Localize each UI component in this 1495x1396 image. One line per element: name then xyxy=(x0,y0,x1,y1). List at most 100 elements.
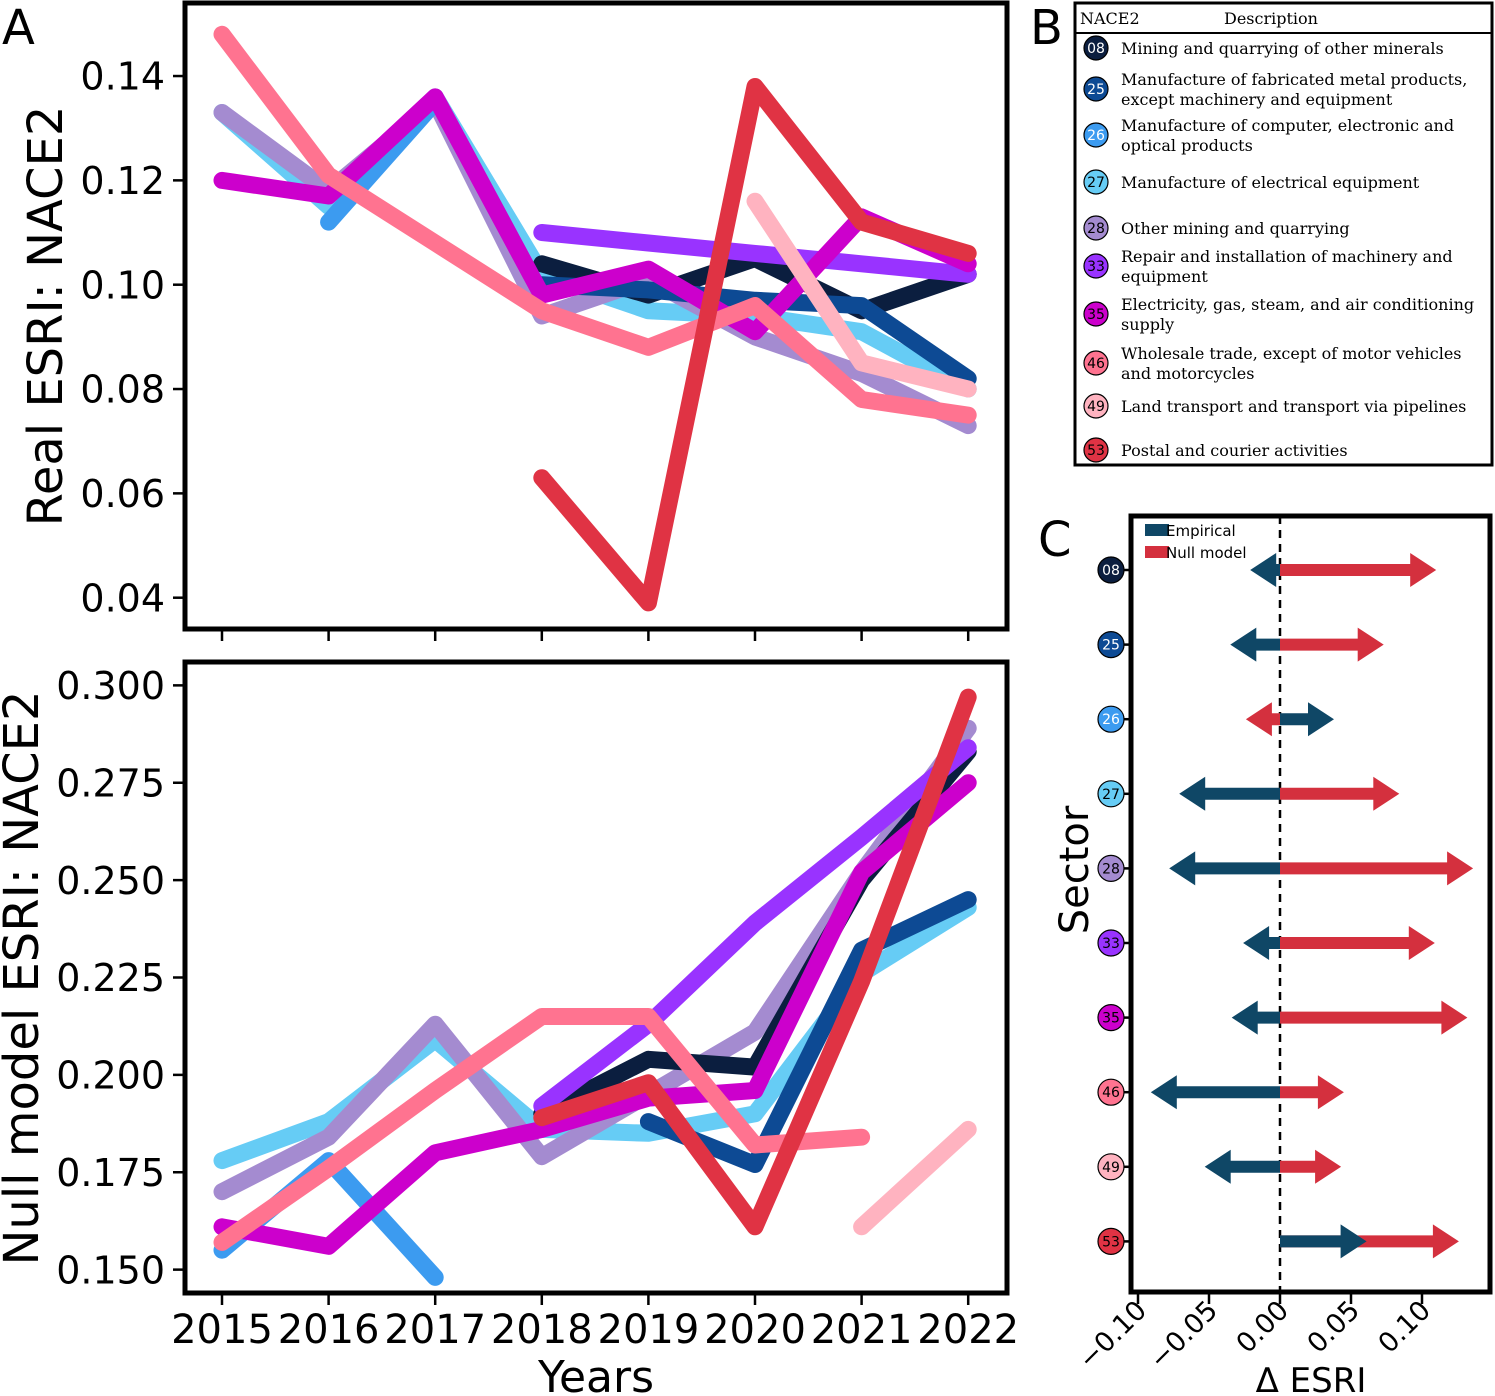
empirical-arrow-08 xyxy=(1250,553,1280,587)
panel-a2-x-label: Years xyxy=(537,1352,654,1396)
nace-code-badge xyxy=(1083,169,1109,195)
sector-badge xyxy=(1097,1078,1125,1106)
panel-a-real-esri: 0.04 0.06 0.08 0.10 0.12 0.14 Real ESRI: NACE… xyxy=(18,0,1010,641)
y-tick-label: 0.14 xyxy=(80,55,165,99)
sector-badge-label: 25 xyxy=(1102,638,1120,654)
panel-a-frame xyxy=(182,0,1010,632)
table-row: 08 Mining and quarrying of other minerals xyxy=(1083,35,1444,61)
nace-description: Land transport and transport via pipelin… xyxy=(1121,397,1466,416)
empirical-arrow-27 xyxy=(1179,776,1280,811)
x-tick-label: 2019 xyxy=(598,1307,700,1353)
table-frame xyxy=(1073,1,1494,467)
nace-description: Electricity, gas, steam, and air conditi… xyxy=(1121,295,1474,314)
table-header-description: Description xyxy=(1224,9,1318,28)
nace-description: except machinery and equipment xyxy=(1121,90,1393,109)
panel-c-plot-area xyxy=(1150,516,1474,1292)
nace-code-badge xyxy=(1083,35,1109,61)
series-line-33 xyxy=(533,224,977,283)
legend-label-null-model: Null model xyxy=(1166,544,1247,562)
table-row: 27 Manufacture of electrical equipment xyxy=(1083,169,1420,195)
empirical-arrow-26 xyxy=(1280,702,1334,737)
y-tick-label: 0.200 xyxy=(56,1054,165,1098)
nace-code-badge xyxy=(1083,122,1109,148)
nace-code-label: 33 xyxy=(1087,259,1105,275)
nace-code-label: 35 xyxy=(1087,307,1105,323)
x-tick-label: −0.10 xyxy=(1073,1295,1153,1375)
table-row: 35 Electricity, gas, steam, and air condi… xyxy=(1083,295,1474,334)
panel-a2-plot-area xyxy=(213,688,977,1286)
y-tick-label: 0.10 xyxy=(80,263,165,307)
series-line-33 xyxy=(533,739,977,1115)
panel-c-x-label: Δ ESRI xyxy=(1256,1361,1367,1396)
sector-badge-label: 53 xyxy=(1102,1234,1120,1250)
y-tick-label: 0.175 xyxy=(56,1151,165,1195)
y-tick-label: 0.08 xyxy=(80,368,165,412)
x-tick-label: 2018 xyxy=(491,1307,593,1353)
series-line-49 xyxy=(746,192,977,398)
panel-c-delta-esri: Empirical Null model 08 25 26 27 28 33 35 46 49 5… xyxy=(1052,513,1493,1396)
empirical-arrow-49 xyxy=(1204,1149,1280,1184)
null-model-arrow-35 xyxy=(1280,1000,1468,1035)
nace-code-label: 46 xyxy=(1087,356,1105,372)
sector-badge-label: 46 xyxy=(1102,1085,1120,1101)
x-tick-label: 2020 xyxy=(704,1307,806,1353)
panel-a-plot-area xyxy=(213,25,977,612)
y-tick-label: 0.06 xyxy=(80,472,165,516)
sector-badge xyxy=(1097,1003,1125,1032)
empirical-arrow-35 xyxy=(1231,1000,1280,1035)
sector-badge-label: 49 xyxy=(1102,1160,1120,1176)
nace-description: Mining and quarrying of other minerals xyxy=(1121,39,1444,58)
sector-badge-label: 35 xyxy=(1102,1011,1120,1027)
legend-swatch-null-model xyxy=(1145,546,1169,558)
x-tick-label: −0.05 xyxy=(1144,1295,1224,1375)
x-tick-label: 0.10 xyxy=(1373,1295,1437,1359)
sector-badge-label: 33 xyxy=(1102,936,1120,952)
null-model-arrow-25 xyxy=(1280,627,1384,662)
x-tick-label: 2015 xyxy=(171,1307,273,1353)
y-tick-label: 0.275 xyxy=(56,761,165,805)
x-tick-label: 2022 xyxy=(917,1307,1019,1353)
null-model-arrow-27 xyxy=(1280,776,1400,811)
panel-a-null-model: 0.150 0.175 0.200 0.225 0.250 0.275 0.300 2015… xyxy=(0,659,1019,1396)
empirical-arrow-53 xyxy=(1280,1224,1367,1259)
y-tick-label: 0.12 xyxy=(80,159,165,203)
panel-c-legend: Empirical Null model xyxy=(1145,522,1247,562)
null-model-arrow-26 xyxy=(1245,702,1280,737)
table-row: 49 Land transport and transport via pipel… xyxy=(1083,393,1466,419)
series-line-46 xyxy=(213,1008,871,1251)
nace-code-badge xyxy=(1083,350,1109,376)
sector-badge xyxy=(1097,705,1125,733)
panel-a-x-ticks xyxy=(220,629,970,641)
sector-badge-label: 27 xyxy=(1102,787,1120,803)
series-line-35 xyxy=(213,774,977,1255)
nace-code-label: 49 xyxy=(1087,399,1105,415)
sector-badge-label: 26 xyxy=(1102,712,1120,728)
nace-description: Wholesale trade, except of motor vehicle… xyxy=(1121,344,1462,363)
empirical-arrow-28 xyxy=(1169,851,1280,886)
nace-code-label: 27 xyxy=(1087,175,1105,191)
nace-description: Manufacture of fabricated metal products… xyxy=(1121,70,1467,89)
nace-description: Repair and installation of machinery and xyxy=(1121,247,1453,266)
nace-description: and motorcycles xyxy=(1121,364,1254,383)
empirical-arrow-25 xyxy=(1230,627,1280,662)
panel-a-y-ticks: 0.04 0.06 0.08 0.10 0.12 0.14 xyxy=(80,55,185,620)
nace-description: optical products xyxy=(1121,136,1253,155)
table-row: 33 Repair and installation of machinery a… xyxy=(1083,247,1453,286)
nace-code-label: 26 xyxy=(1087,128,1105,144)
null-model-arrow-08 xyxy=(1280,553,1437,587)
empirical-arrow-33 xyxy=(1243,926,1280,960)
x-tick-label: 0.00 xyxy=(1231,1295,1295,1359)
sector-badge xyxy=(1097,1227,1125,1256)
nace-description: Other mining and quarrying xyxy=(1121,219,1350,238)
table-rows: 08 Mining and quarrying of other minerals… xyxy=(1083,35,1474,463)
nace-code-label: 53 xyxy=(1087,443,1105,459)
table-row: 28 Other mining and quarrying xyxy=(1083,215,1350,241)
nace-description: supply xyxy=(1121,315,1174,334)
panel-c-y-label: Sector xyxy=(1052,805,1098,934)
series-line-49 xyxy=(853,1120,977,1236)
sector-badge xyxy=(1097,780,1125,808)
x-tick-label: 2021 xyxy=(811,1307,913,1353)
nace-code-badge xyxy=(1083,437,1109,463)
x-tick-label: 0.05 xyxy=(1302,1295,1366,1359)
